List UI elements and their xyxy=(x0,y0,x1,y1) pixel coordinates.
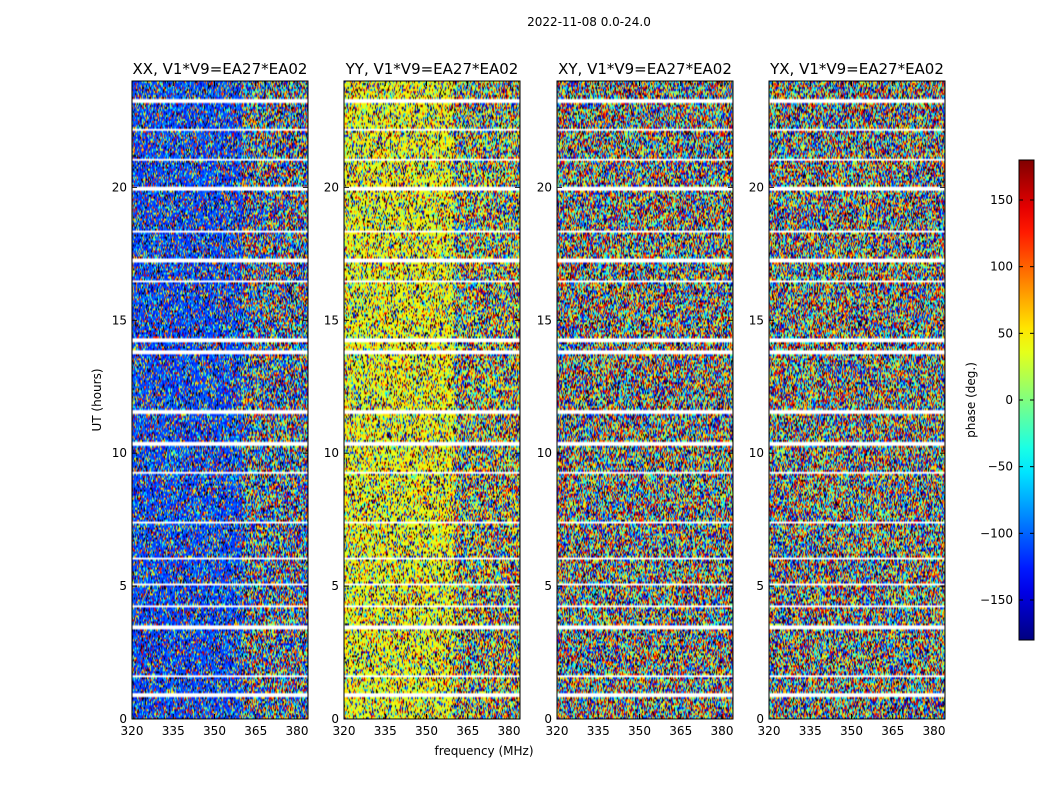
y-tick-label: 20 xyxy=(324,180,339,194)
colorbar-tick-label: 150 xyxy=(990,193,1013,207)
panel-xy: XY, V1*V9=EA27*EA02 320 335 350 365 380 0 5 10 15… xyxy=(537,60,734,738)
y-axis-label: UT (hours) xyxy=(90,368,104,431)
figure-title: 2022-11-08 0.0-24.0 xyxy=(527,15,651,29)
y-tick-label: 20 xyxy=(537,180,552,194)
x-tick-label: 335 xyxy=(799,724,822,738)
panel-xx: XX, V1*V9=EA27*EA02 320 335 350 365 380 0 5 10 15… xyxy=(112,60,309,738)
panel-title: YY, V1*V9=EA27*EA02 xyxy=(345,60,519,78)
panel-yx: YX, V1*V9=EA27*EA02 320 335 350 365 380 0 5 10 15… xyxy=(749,60,946,738)
panel-title: YX, V1*V9=EA27*EA02 xyxy=(769,60,944,78)
x-tick-label: 320 xyxy=(758,724,781,738)
x-tick-label: 335 xyxy=(374,724,397,738)
colorbar-tick-label: 50 xyxy=(998,326,1013,340)
y-tick-label: 0 xyxy=(544,712,552,726)
panel-heatmap-xy xyxy=(557,81,733,719)
x-tick-label: 320 xyxy=(121,724,144,738)
panel-title: XX, V1*V9=EA27*EA02 xyxy=(133,60,308,78)
panel-frame xyxy=(768,80,946,720)
x-tick-label: 320 xyxy=(333,724,356,738)
x-tick-label: 350 xyxy=(628,724,651,738)
y-tick-label: 5 xyxy=(331,579,339,593)
x-tick-label: 380 xyxy=(711,724,734,738)
x-tick-label: 335 xyxy=(587,724,610,738)
x-tick-label: 365 xyxy=(669,724,692,738)
panels: XX, V1*V9=EA27*EA02 320 335 350 365 380 0 5 10 15… xyxy=(112,60,946,738)
y-tick-label: 10 xyxy=(749,446,764,460)
x-tick-label: 365 xyxy=(881,724,904,738)
x-tick-label: 365 xyxy=(244,724,267,738)
panel-frame xyxy=(556,80,734,720)
y-tick-label: 0 xyxy=(756,712,764,726)
x-tick-label: 365 xyxy=(456,724,479,738)
panel-frame xyxy=(343,80,521,720)
x-tick-label: 380 xyxy=(923,724,946,738)
panel-heatmap-xx xyxy=(132,81,308,719)
panel-heatmap-yx xyxy=(769,81,945,719)
y-tick-label: 0 xyxy=(331,712,339,726)
y-tick-label: 15 xyxy=(749,313,764,327)
colorbar: −150 −100 −50 0 50 100 150 phase (deg.) xyxy=(964,159,1035,641)
colorbar-label: phase (deg.) xyxy=(964,362,978,438)
colorbar-tick-label: 100 xyxy=(990,260,1013,274)
x-tick-label: 350 xyxy=(203,724,226,738)
panel-heatmap-yy xyxy=(344,81,520,719)
x-tick-label: 350 xyxy=(415,724,438,738)
x-axis-label: frequency (MHz) xyxy=(434,744,533,758)
y-tick-label: 15 xyxy=(112,313,127,327)
panel-frame xyxy=(131,80,309,720)
y-tick-label: 5 xyxy=(544,579,552,593)
y-tick-label: 20 xyxy=(749,180,764,194)
y-tick-label: 5 xyxy=(119,579,127,593)
x-tick-label: 350 xyxy=(840,724,863,738)
colorbar-tick-label: −50 xyxy=(988,460,1013,474)
x-tick-label: 380 xyxy=(498,724,521,738)
colorbar-tick-label: −150 xyxy=(980,593,1013,607)
y-tick-label: 10 xyxy=(112,446,127,460)
y-tick-label: 10 xyxy=(537,446,552,460)
y-tick-label: 20 xyxy=(112,180,127,194)
y-tick-label: 15 xyxy=(537,313,552,327)
y-tick-label: 5 xyxy=(756,579,764,593)
x-tick-label: 380 xyxy=(286,724,309,738)
x-tick-label: 320 xyxy=(546,724,569,738)
y-tick-label: 10 xyxy=(324,446,339,460)
x-tick-label: 335 xyxy=(162,724,185,738)
y-tick-label: 0 xyxy=(119,712,127,726)
panel-yy: YY, V1*V9=EA27*EA02 320 335 350 365 380 0 5 10 15… xyxy=(324,60,521,738)
y-tick-label: 15 xyxy=(324,313,339,327)
colorbar-tick-label: 0 xyxy=(1005,393,1013,407)
colorbar-tick-label: −100 xyxy=(980,526,1013,540)
panel-title: XY, V1*V9=EA27*EA02 xyxy=(558,60,732,78)
